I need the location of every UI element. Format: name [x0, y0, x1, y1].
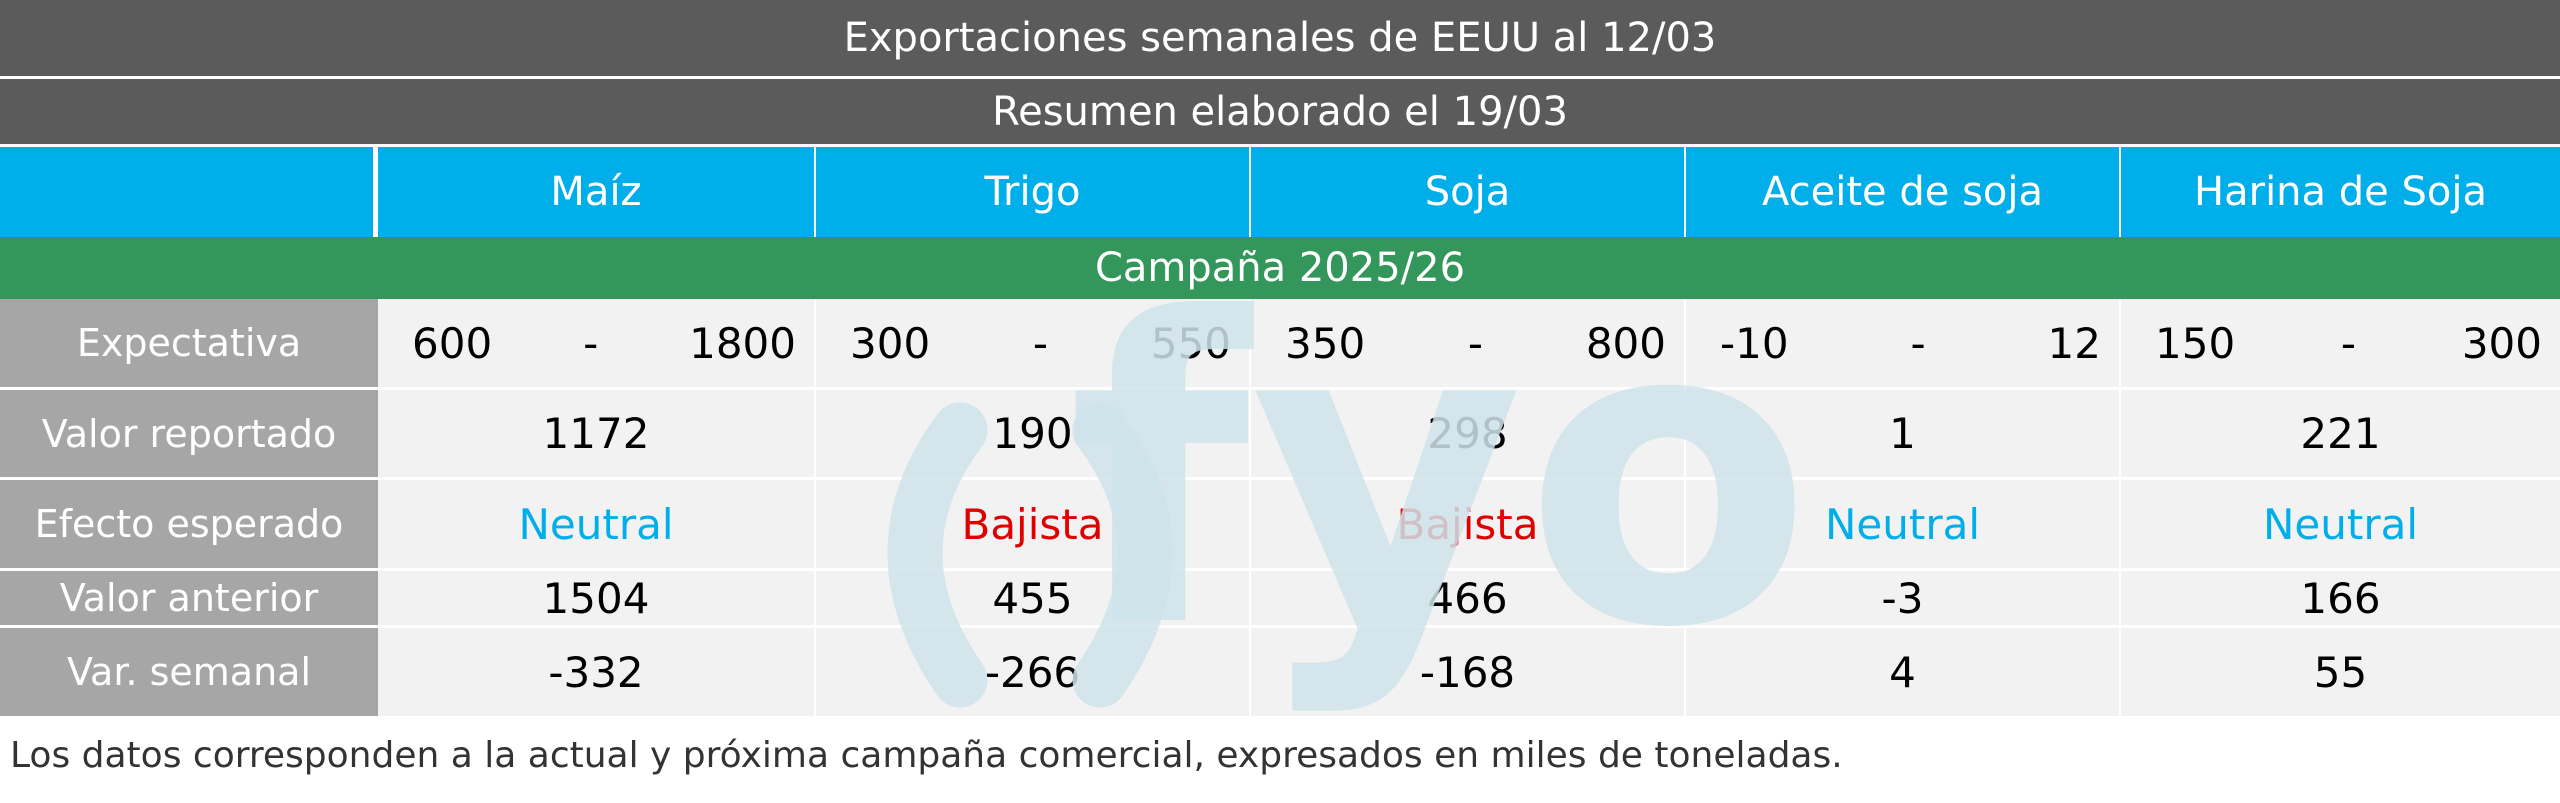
cell-efecto-4: Neutral [2121, 480, 2560, 571]
row-label-expectativa: Expectativa [0, 299, 378, 390]
expectativa-min: 350 [1285, 318, 1366, 368]
expectativa-sep: - [1910, 318, 1926, 368]
cell-valor-anterior-4: 166 [2121, 571, 2560, 628]
cell-var-semanal-2: -168 [1251, 628, 1686, 716]
cell-valor-reportado-2: 298 [1251, 390, 1686, 480]
expectativa-sep: - [1032, 318, 1049, 368]
header-soja: Soja [1251, 147, 1686, 237]
expectativa-min: 600 [412, 318, 493, 368]
cell-valor-reportado-1: 190 [816, 390, 1251, 480]
cell-expectativa-4: 150 - 300 [2121, 299, 2560, 390]
footer-note: Los datos corresponden a la actual y pró… [10, 735, 1843, 776]
cell-efecto-1: Bajista [816, 480, 1251, 571]
cell-expectativa-2: 350 - 800 [1251, 299, 1686, 390]
header-maiz: Maíz [378, 147, 816, 237]
row-label-valor-reportado: Valor reportado [0, 390, 378, 480]
expectativa-min: -10 [1720, 318, 1789, 368]
cell-var-semanal-3: 4 [1686, 628, 2121, 716]
cell-valor-anterior-3: -3 [1686, 571, 2121, 628]
cell-var-semanal-4: 55 [2121, 628, 2560, 716]
cell-valor-reportado-4: 221 [2121, 390, 2560, 480]
cell-expectativa-0: 600 - 1800 [378, 299, 816, 390]
expectativa-max: 550 [1150, 318, 1231, 368]
expectativa-max: 12 [2047, 318, 2101, 368]
header-harina-de-soja: Harina de Soja [2121, 147, 2560, 237]
cell-expectativa-3: -10 - 12 [1686, 299, 2121, 390]
cell-var-semanal-1: -266 [816, 628, 1251, 716]
expectativa-min: 150 [2155, 318, 2236, 368]
expectativa-sep: - [583, 318, 599, 368]
cell-valor-reportado-0: 1172 [378, 390, 816, 480]
cell-efecto-0: Neutral [378, 480, 816, 571]
cell-efecto-2: Bajista [1251, 480, 1686, 571]
row-label-valor-anterior: Valor anterior [0, 571, 378, 628]
expectativa-sep: - [2340, 318, 2357, 368]
cell-valor-anterior-2: 466 [1251, 571, 1686, 628]
cell-valor-reportado-3: 1 [1686, 390, 2121, 480]
header-blank-cell [0, 147, 378, 237]
table-subtitle: Resumen elaborado el 19/03 [0, 79, 2560, 147]
expectativa-sep: - [1467, 318, 1484, 368]
expectativa-max: 300 [2461, 318, 2542, 368]
row-label-var-semanal: Var. semanal [0, 628, 378, 716]
expectativa-max: 800 [1585, 318, 1666, 368]
header-trigo: Trigo [816, 147, 1251, 237]
campaign-label: Campaña 2025/26 [0, 237, 2560, 299]
expectativa-max: 1800 [689, 318, 796, 368]
cell-var-semanal-0: -332 [378, 628, 816, 716]
header-aceite-de-soja: Aceite de soja [1686, 147, 2121, 237]
cell-efecto-3: Neutral [1686, 480, 2121, 571]
row-label-efecto-esperado: Efecto esperado [0, 480, 378, 571]
cell-expectativa-1: 300 - 550 [816, 299, 1251, 390]
cell-valor-anterior-0: 1504 [378, 571, 816, 628]
cell-valor-anterior-1: 455 [816, 571, 1251, 628]
expectativa-min: 300 [850, 318, 931, 368]
table-title: Exportaciones semanales de EEUU al 12/03 [0, 0, 2560, 79]
